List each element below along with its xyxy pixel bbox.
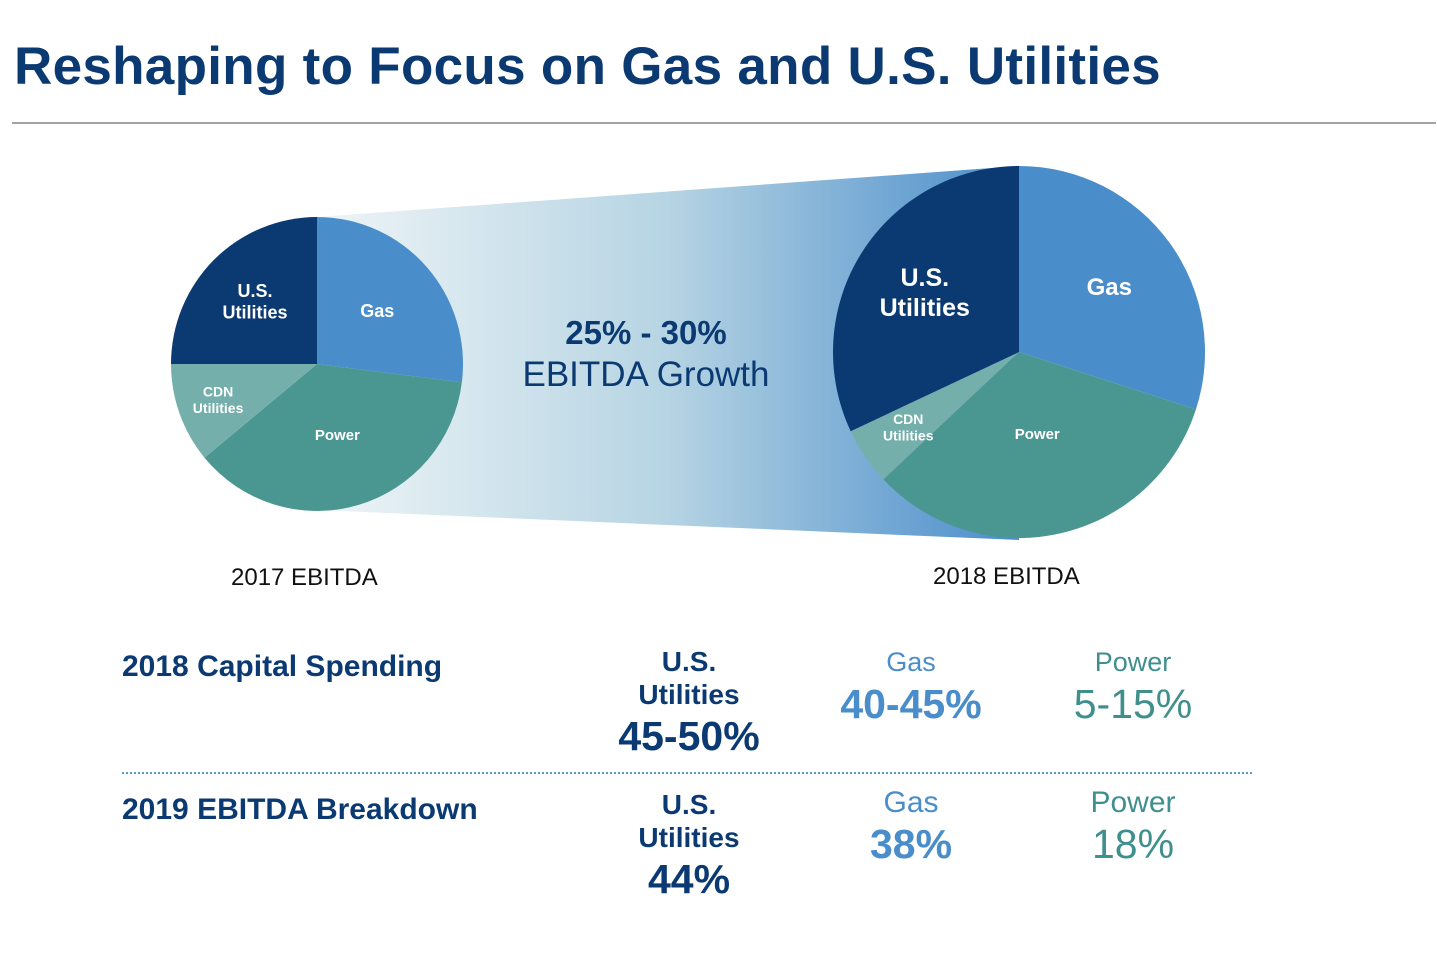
pie-layer: Gas Power CDN Utilities U.S. Utilities Gas Powe… xyxy=(171,166,1206,539)
pie-2018-label-gas: Gas xyxy=(1087,274,1132,301)
title-divider xyxy=(12,122,1436,124)
ebitda-pie-charts: Gas Power CDN Utilities U.S. Utilities Gas Powe… xyxy=(171,166,1206,540)
pie-2017-slice-gas xyxy=(317,217,464,383)
capital-gas-value: 40-45% xyxy=(840,681,982,727)
row-divider xyxy=(122,772,1252,774)
pie-2018-slice-gas xyxy=(1019,166,1206,410)
ebitda-gas: Gas 38% xyxy=(781,786,1041,869)
capital-us-head-line1: U.S. xyxy=(661,646,717,677)
pie-2017-slice-power xyxy=(204,364,462,511)
pie-caption-2018: 2018 EBITDA xyxy=(933,563,1080,590)
row-label-ebitda-breakdown: 2019 EBITDA Breakdown xyxy=(122,793,478,826)
pie-2017-label-gas: Gas xyxy=(360,301,394,321)
pie-2018-slice-cdn-utilities xyxy=(850,352,1019,480)
pie-2017-slice-us-utilities xyxy=(171,217,317,364)
pie-2018-slice-us-utilities xyxy=(833,166,1019,432)
pie-2018-label-power: Power xyxy=(1015,426,1060,443)
capital-us-value: 45-50% xyxy=(618,713,760,759)
capital-gas: Gas 40-45% xyxy=(781,646,1041,729)
capital-power-value: 5-15% xyxy=(1073,681,1193,727)
page-title: Reshaping to Focus on Gas and U.S. Utili… xyxy=(14,37,1161,96)
pie-2018-label-cdn-utilities: CDN Utilities xyxy=(883,411,934,444)
ebitda-power-head: Power xyxy=(1090,786,1176,819)
ebitda-gas-value: 38% xyxy=(869,821,953,867)
ebitda-us-head-line2: Utilities xyxy=(638,822,740,853)
pie-2017-label-cdn-utilities: CDN Utilities xyxy=(193,383,244,416)
ebitda-us-utilities: U.S. Utilities 44% xyxy=(559,788,819,904)
ebitda-gas-head: Gas xyxy=(883,786,939,819)
pie-2017-label-us-utilities: U.S. Utilities xyxy=(223,281,288,323)
capital-gas-head: Gas xyxy=(886,647,936,677)
growth-callout: 25% - 30% EBITDA Growth xyxy=(486,312,806,396)
ebitda-us-head-line1: U.S. xyxy=(661,789,717,820)
capital-power: Power 5-15% xyxy=(1003,646,1263,729)
pie-2017-label-power: Power xyxy=(315,427,360,444)
capital-us-head-line2: Utilities xyxy=(638,679,740,710)
capital-us-utilities: U.S. Utilities 45-50% xyxy=(559,645,819,761)
pie-2017-slice-cdn-utilities xyxy=(171,364,317,458)
ebitda-power-value: 18% xyxy=(1091,821,1175,867)
pie-2018-label-us-utilities: U.S. Utilities xyxy=(880,264,970,322)
pie-caption-2017: 2017 EBITDA xyxy=(231,564,378,591)
ebitda-us-value: 44% xyxy=(647,856,731,902)
row-label-capital-spending: 2018 Capital Spending xyxy=(122,650,443,683)
capital-power-head: Power xyxy=(1094,647,1172,677)
growth-label: EBITDA Growth xyxy=(522,355,770,394)
growth-funnel xyxy=(317,166,1019,540)
ebitda-power: Power 18% xyxy=(1003,786,1263,869)
pie-2018-slice-power xyxy=(883,352,1196,539)
growth-range: 25% - 30% xyxy=(565,314,727,351)
